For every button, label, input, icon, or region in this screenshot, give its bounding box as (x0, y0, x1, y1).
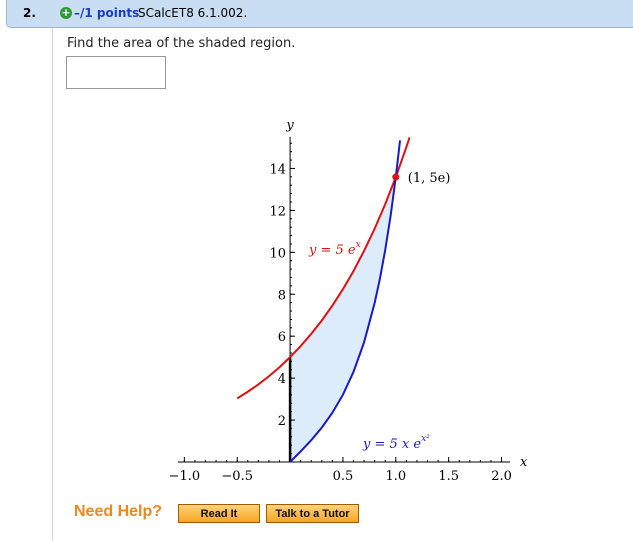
curve (289, 140, 402, 463)
intersection-point (392, 173, 400, 181)
question-header: 2. + –/1 points SCalcET8 6.1.002. (6, 0, 633, 28)
point-label: (1, 5e) (408, 171, 451, 186)
y-tick-label: 8 (278, 288, 286, 303)
tutor-button[interactable]: Talk to a Tutor (266, 504, 359, 523)
read-it-button[interactable]: Read It (178, 504, 260, 523)
y-tick-label: 14 (270, 162, 287, 177)
question-text: Find the area of the shaded region. (67, 36, 296, 51)
curve-label-text: y = 5 e (308, 243, 356, 258)
divider (52, 28, 53, 541)
expand-icon[interactable]: + (60, 6, 72, 19)
y-axis-label: y (285, 118, 294, 133)
x-tick-label: −0.5 (221, 469, 253, 484)
y-tick-label: 6 (278, 330, 286, 345)
curve-label-sup: x (356, 240, 361, 250)
y-tick-label: 12 (270, 204, 287, 219)
y-tick-label: 2 (278, 414, 286, 429)
x-tick-label: 0.5 (333, 469, 354, 484)
x-tick-label: 1.0 (385, 469, 406, 484)
y-tick-label: 4 (278, 372, 286, 387)
curve-label-text: y = 5 x e (362, 437, 421, 452)
x-tick-label: 1.5 (438, 469, 459, 484)
curve-label: y = 5 x ex² (362, 434, 430, 452)
shaded-region (290, 177, 396, 462)
curve-label: y = 5 ex (308, 240, 361, 258)
x-tick-label: −1.0 (169, 469, 201, 484)
points: –/1 points (74, 6, 140, 20)
answer-input[interactable] (66, 56, 166, 89)
curve-label-sup: x² (421, 434, 430, 444)
curve (236, 137, 411, 400)
x-tick-label: 2.0 (491, 469, 512, 484)
need-help: Need Help? (74, 503, 163, 520)
y-tick-label: 10 (270, 246, 287, 261)
x-axis-label: x (520, 455, 528, 470)
question-number: 2. (23, 6, 36, 20)
problem-id: SCalcET8 6.1.002. (138, 6, 248, 20)
